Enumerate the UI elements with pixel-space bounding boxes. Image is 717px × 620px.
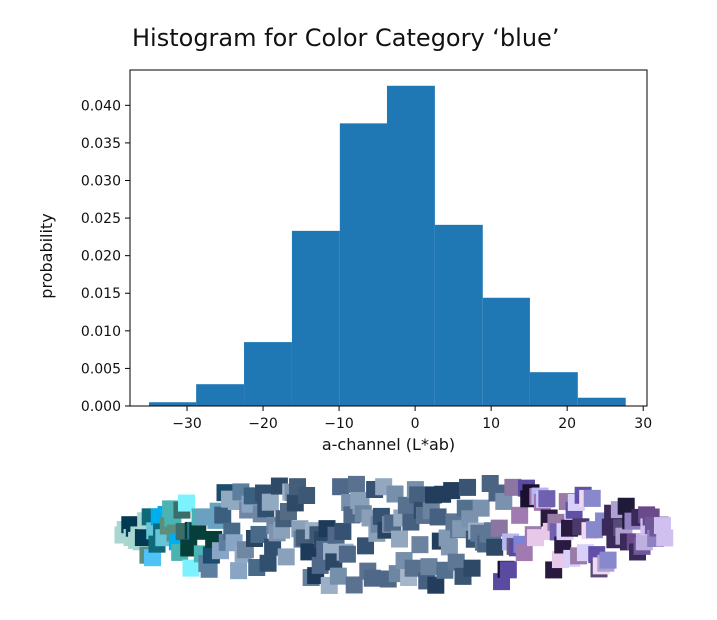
color-swatch: [447, 553, 465, 571]
color-swatch: [347, 475, 365, 493]
y-tick-label: 0.040: [81, 98, 121, 114]
color-swatch: [472, 499, 490, 517]
color-swatch: [180, 539, 198, 557]
color-swatch: [490, 519, 508, 537]
color-swatch: [345, 576, 363, 594]
histogram-chart: −30 −20 −10 0 10 20 30 0.0000.0050.0100.0150.0…: [37, 69, 652, 454]
histogram-bar-8: [482, 297, 530, 406]
y-tick-label: 0.025: [81, 211, 121, 227]
histogram-bar-5: [339, 123, 387, 406]
color-swatch: [527, 529, 545, 547]
x-tick-label: 30: [634, 416, 652, 432]
histogram-bar-3: [244, 342, 292, 406]
histogram-bar-4: [291, 230, 340, 406]
x-tick-label: 10: [482, 416, 500, 432]
y-axis-ticks: 0.000 0.005 0.010 0.015 0.020 0.025 0.030 0.035…: [81, 98, 130, 415]
y-tick-label: 0.035: [81, 136, 121, 152]
color-swatch: [363, 569, 381, 587]
x-tick-label: −10: [324, 416, 354, 432]
color-swatches: [114, 474, 674, 594]
color-swatch: [420, 558, 438, 576]
y-tick-label: 0.005: [81, 361, 121, 377]
color-swatch: [583, 489, 601, 507]
histogram-bar-1: [149, 402, 197, 406]
histogram-bar-7: [434, 224, 483, 406]
y-tick-label: 0.010: [81, 324, 121, 340]
color-swatch: [504, 478, 522, 496]
color-swatch: [230, 562, 248, 580]
color-swatch: [391, 530, 409, 548]
histogram-bar-2: [196, 384, 245, 406]
histogram-bars: [149, 85, 626, 407]
color-swatch: [554, 536, 572, 554]
color-swatch: [599, 551, 617, 569]
y-tick-label: 0.020: [81, 249, 121, 265]
histogram-bar-10: [577, 397, 626, 406]
color-swatch: [499, 561, 517, 579]
color-swatch: [656, 529, 674, 547]
histogram-bar-9: [529, 372, 578, 406]
color-swatch: [617, 497, 635, 515]
color-swatch: [311, 556, 329, 574]
color-swatch: [409, 486, 427, 504]
color-swatch: [200, 560, 218, 578]
color-swatch: [515, 544, 533, 562]
color-swatch: [189, 522, 207, 540]
color-swatch: [440, 538, 458, 556]
y-tick-label: 0.015: [81, 286, 121, 302]
plot-frame: [129, 69, 648, 407]
x-axis-label: a-channel (L*ab): [322, 435, 455, 454]
color-swatch: [338, 545, 356, 563]
color-swatch: [459, 478, 477, 496]
color-swatch: [486, 538, 504, 556]
x-tick-label: 0: [411, 416, 420, 432]
color-swatch: [261, 493, 279, 511]
x-tick-label: 20: [558, 416, 576, 432]
color-swatch: [495, 492, 513, 510]
x-tick-label: −20: [248, 416, 278, 432]
color-swatch: [143, 549, 161, 567]
chart-title: Histogram for Color Category ‘blue’: [132, 24, 560, 52]
y-tick-label: 0.000: [81, 399, 121, 415]
color-swatch: [329, 567, 347, 585]
color-swatch: [259, 554, 277, 572]
x-axis-ticks: −30 −20 −10 0 10 20 30: [172, 406, 652, 432]
color-swatch: [411, 536, 429, 554]
color-swatch: [182, 559, 200, 577]
color-swatch: [177, 494, 195, 512]
x-tick-label: −30: [172, 416, 202, 432]
color-swatch: [538, 490, 556, 508]
color-swatch: [264, 538, 282, 556]
color-swatch: [463, 559, 481, 577]
color-swatch: [404, 559, 422, 577]
color-swatch: [511, 506, 529, 524]
color-swatch: [334, 522, 352, 540]
y-axis-label: probability: [37, 213, 56, 298]
color-swatch: [298, 486, 316, 504]
color-swatch: [277, 548, 295, 566]
color-swatch: [332, 478, 350, 496]
color-swatch: [443, 482, 461, 500]
y-tick-label: 0.030: [81, 173, 121, 189]
histogram-bar-6: [386, 85, 435, 407]
color-swatch: [427, 576, 445, 594]
color-swatch: [214, 506, 232, 524]
color-swatch: [250, 525, 268, 543]
color-swatch: [300, 543, 318, 561]
color-swatch: [429, 508, 447, 526]
